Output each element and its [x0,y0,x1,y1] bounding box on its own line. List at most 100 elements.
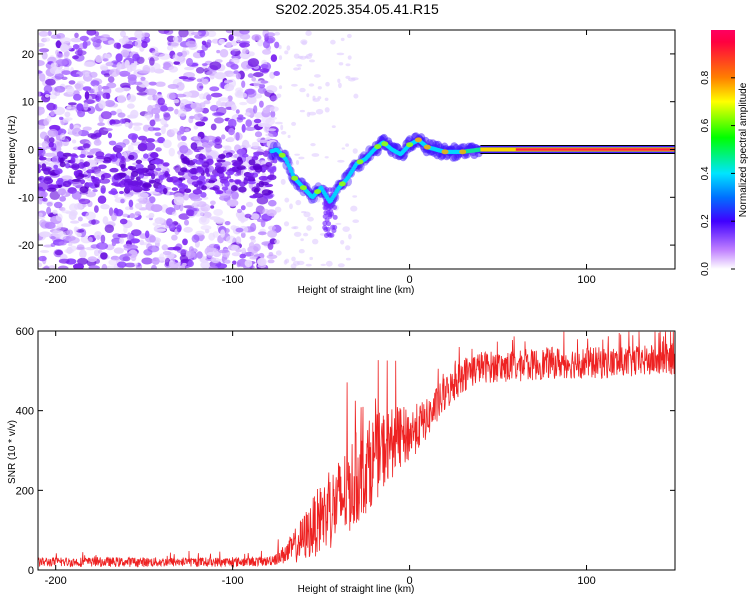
noise-blob [135,202,143,209]
noise-blob [199,93,206,100]
noise-blob [213,208,224,216]
noise-blob [129,213,135,219]
noise-blob [137,135,148,141]
noise-blob [124,194,132,199]
noise-blob [78,198,91,205]
noise-blob [58,258,70,264]
noise-blob [100,204,110,210]
noise-blob [102,216,109,225]
noise-blob [228,118,237,128]
noise-blob [275,250,282,256]
x-tick-label: 100 [577,274,595,286]
noise-blob [179,145,189,154]
noise-blob [166,45,174,51]
noise-blob [251,141,260,149]
noise-blob [248,172,255,176]
noise-blob [83,61,95,67]
noise-blob [127,133,139,140]
noise-blob [58,241,67,246]
noise-blob [213,244,220,249]
noise-blob [38,199,43,205]
noise-blob [103,73,111,78]
noise-blob [345,245,351,251]
noise-blob [94,205,99,213]
noise-blob [43,167,51,175]
noise-blob [123,243,133,249]
noise-blob [70,153,78,157]
noise-blob [89,71,98,78]
noise-blob [96,91,104,96]
noise-blob [224,180,230,187]
noise-blob [205,145,212,153]
noise-blob [68,80,76,85]
noise-blob [274,206,282,213]
noise-blob [191,234,200,243]
noise-blob [305,263,312,267]
noise-blob [107,40,116,45]
noise-blob [189,115,195,120]
signal-peak [299,185,307,191]
noise-blob [260,80,269,84]
colorbar-tick-label: 0.0 [700,262,711,276]
noise-blob [177,132,182,141]
noise-blob [118,190,125,195]
noise-blob [38,186,43,190]
noise-blob [274,239,280,245]
noise-blob [311,153,320,157]
noise-blob [210,92,223,98]
noise-blob [76,103,84,112]
noise-blob [245,144,252,148]
y-tick-label: 400 [16,406,34,418]
noise-blob [209,187,219,190]
noise-blob [228,48,241,52]
noise-blob [236,36,241,43]
noise-blob [151,264,157,269]
noise-blob [229,178,234,183]
noise-blob [52,229,64,238]
noise-blob [155,167,162,171]
signal-peak [441,149,449,155]
noise-blob [239,101,248,106]
noise-blob [149,235,156,243]
noise-blob [154,132,162,137]
noise-blob [293,67,300,71]
noise-blob [268,225,276,231]
noise-blob [208,265,219,269]
noise-blob [57,265,69,269]
noise-blob [232,260,237,265]
noise-blob [235,249,242,253]
noise-blob [71,190,82,200]
noise-blob [230,63,239,70]
noise-blob [331,125,336,128]
noise-blob [244,259,253,268]
noise-blob [149,153,159,158]
noise-blob [55,40,62,49]
noise-blob [162,139,172,149]
noise-blob [241,248,246,253]
noise-blob [57,188,67,196]
noise-blob [338,62,344,66]
noise-blob [151,257,160,265]
noise-blob [216,190,224,195]
noise-blob [166,92,177,100]
noise-blob [68,102,77,106]
noise-blob [345,75,351,79]
noise-blob [131,186,142,190]
noise-blob [158,53,171,60]
noise-blob [308,199,313,204]
noise-blob [164,257,171,267]
noise-blob [210,176,217,180]
noise-blob [231,185,238,192]
noise-blob [345,63,351,67]
noise-blob [88,265,100,269]
noise-blob [95,151,105,158]
noise-blob [93,139,102,146]
noise-blob [193,200,200,205]
noise-blob [190,197,203,202]
noise-blob [187,260,194,268]
noise-blob [225,42,232,48]
noise-blob [107,76,115,83]
noise-blob [157,97,165,106]
colorbar-label: Normalized spectral amplitude [738,82,749,217]
